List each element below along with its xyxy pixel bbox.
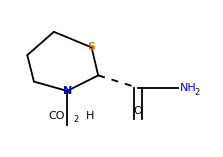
Text: NH: NH	[180, 83, 197, 93]
Text: H: H	[86, 111, 94, 121]
Text: S: S	[88, 42, 95, 52]
Text: CO: CO	[48, 111, 65, 121]
Text: O: O	[134, 106, 142, 116]
Text: N: N	[63, 86, 72, 96]
Text: 2: 2	[73, 115, 79, 124]
Text: 2: 2	[194, 88, 199, 97]
